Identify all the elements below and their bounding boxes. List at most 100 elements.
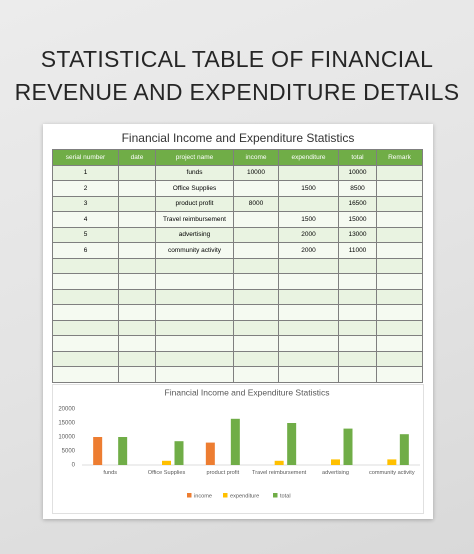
table-cell: 2000 — [278, 242, 339, 259]
bar — [118, 437, 128, 465]
table-cell — [155, 335, 234, 352]
bar — [230, 418, 240, 465]
table-cell — [155, 366, 234, 383]
column-header: Remark — [376, 149, 423, 166]
table-cell — [233, 288, 279, 305]
table-row — [52, 273, 423, 290]
table-cell — [118, 164, 156, 181]
table-row: 1 funds 10000 10000 — [52, 164, 423, 181]
table-cell — [376, 335, 423, 352]
table-cell — [376, 350, 423, 367]
table-cell — [233, 257, 279, 274]
table-row — [52, 350, 423, 367]
table-cell: 1 — [52, 164, 119, 181]
table-cell — [118, 211, 156, 228]
x-tick-label: Office Supplies — [147, 470, 186, 476]
table-cell — [52, 273, 119, 290]
chart-frame — [52, 384, 424, 514]
x-tick-label: advertising — [321, 470, 350, 476]
table-cell — [278, 319, 339, 336]
data-table: serial number date project name income expen… — [52, 149, 423, 383]
table-row — [52, 304, 423, 321]
y-tick-label: 15000 — [58, 421, 75, 427]
table-row — [52, 319, 423, 336]
x-tick-label: community activity — [368, 470, 415, 476]
page-title: REVENUE AND EXPENDITURE DETAILS — [14, 79, 460, 105]
legend-swatch — [187, 493, 192, 498]
table-cell — [233, 350, 279, 367]
table-cell — [376, 195, 423, 212]
table-cell — [118, 319, 156, 336]
table-cell: 8000 — [233, 195, 279, 212]
bar — [399, 434, 409, 465]
sheet: Financial Income and Expenditure Statist… — [43, 124, 433, 519]
y-tick-label: 5000 — [62, 449, 76, 455]
table-cell — [338, 366, 377, 383]
table-cell — [376, 211, 423, 228]
table-cell: 2 — [52, 180, 119, 197]
sheet-title: Financial Income and Expenditure Statist… — [121, 131, 355, 145]
table-cell — [376, 257, 423, 274]
header-row: serial number date project name income expen… — [52, 149, 423, 166]
table-cell — [278, 164, 339, 181]
bar — [205, 442, 215, 465]
table-cell — [52, 319, 119, 336]
table-cell — [233, 319, 279, 336]
table-cell: funds — [155, 164, 234, 181]
table-cell — [376, 288, 423, 305]
table-cell — [376, 164, 423, 181]
table-cell — [155, 257, 234, 274]
table-cell — [376, 304, 423, 321]
table-cell: advertising — [155, 226, 234, 243]
y-tick-label: 0 — [72, 463, 76, 469]
legend-label: income — [194, 493, 212, 499]
column-header: serial number — [52, 149, 119, 166]
table-row: 2 Office Supplies 1500 8500 — [52, 180, 423, 197]
table-cell: 3 — [52, 195, 119, 212]
table-cell — [118, 273, 156, 290]
table-cell — [155, 304, 234, 321]
table-cell — [233, 180, 279, 197]
table-row: 4 Travel reimbursement 1500 15000 — [52, 211, 423, 228]
table-cell — [338, 288, 377, 305]
table-cell — [278, 273, 339, 290]
x-tick-label: funds — [103, 470, 117, 476]
table-row — [52, 257, 423, 274]
bar — [287, 423, 297, 465]
table-row: 6 community activity 2000 11000 — [52, 242, 423, 259]
legend-label: expenditure — [230, 493, 259, 499]
table-cell — [52, 366, 119, 383]
bar — [387, 459, 397, 465]
table-row — [52, 366, 423, 383]
x-tick-label: Travel reimbursement — [252, 470, 307, 476]
table-cell — [338, 319, 377, 336]
bar — [343, 428, 353, 465]
table-row: 3 product profit 8000 16500 — [52, 195, 423, 212]
table-cell — [118, 257, 156, 274]
table-row — [52, 335, 423, 352]
table-cell — [278, 304, 339, 321]
table-cell — [278, 366, 339, 383]
table-cell — [278, 350, 339, 367]
table-cell — [155, 288, 234, 305]
table-cell — [52, 288, 119, 305]
table-cell: 10000 — [233, 164, 279, 181]
bar — [274, 460, 284, 465]
bar — [331, 459, 340, 465]
bar — [174, 441, 184, 465]
y-tick-label: 10000 — [58, 435, 75, 441]
bar — [162, 460, 171, 465]
table-cell — [233, 335, 279, 352]
table-cell: 13000 — [338, 226, 377, 243]
x-tick-label: product profit — [206, 470, 240, 476]
table-cell — [376, 242, 423, 259]
table-cell — [118, 180, 156, 197]
y-tick-label: 20000 — [58, 407, 75, 413]
table-cell — [52, 335, 119, 352]
table-cell — [376, 366, 423, 383]
page-title: STATISTICAL TABLE OF FINANCIAL — [40, 46, 434, 72]
chart-title: Financial Income and Expenditure Statist… — [165, 387, 330, 397]
table-row: 5 advertising 2000 13000 — [52, 226, 423, 243]
table-cell — [376, 319, 423, 336]
